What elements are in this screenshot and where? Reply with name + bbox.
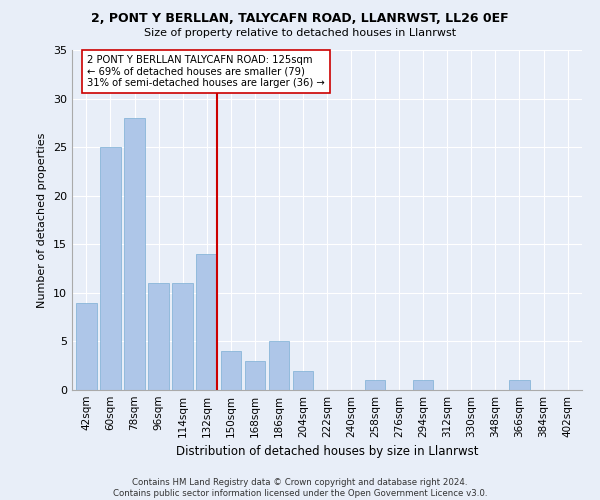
Bar [172, 283, 193, 390]
Text: Size of property relative to detached houses in Llanrwst: Size of property relative to detached ho… [144, 28, 456, 38]
Text: Contains HM Land Registry data © Crown copyright and database right 2024.
Contai: Contains HM Land Registry data © Crown c… [113, 478, 487, 498]
Y-axis label: Number of detached properties: Number of detached properties [37, 132, 47, 308]
Text: 2, PONT Y BERLLAN, TALYCAFN ROAD, LLANRWST, LL26 0EF: 2, PONT Y BERLLAN, TALYCAFN ROAD, LLANRW… [91, 12, 509, 26]
Bar [221, 351, 241, 390]
Bar [269, 342, 289, 390]
Bar [100, 147, 121, 390]
X-axis label: Distribution of detached houses by size in Llanrwst: Distribution of detached houses by size … [176, 446, 478, 458]
Bar [245, 361, 265, 390]
Bar [293, 370, 313, 390]
Bar [413, 380, 433, 390]
Text: 2 PONT Y BERLLAN TALYCAFN ROAD: 125sqm
← 69% of detached houses are smaller (79): 2 PONT Y BERLLAN TALYCAFN ROAD: 125sqm ←… [87, 55, 325, 88]
Bar [196, 254, 217, 390]
Bar [509, 380, 530, 390]
Bar [76, 302, 97, 390]
Bar [148, 283, 169, 390]
Bar [124, 118, 145, 390]
Bar [365, 380, 385, 390]
